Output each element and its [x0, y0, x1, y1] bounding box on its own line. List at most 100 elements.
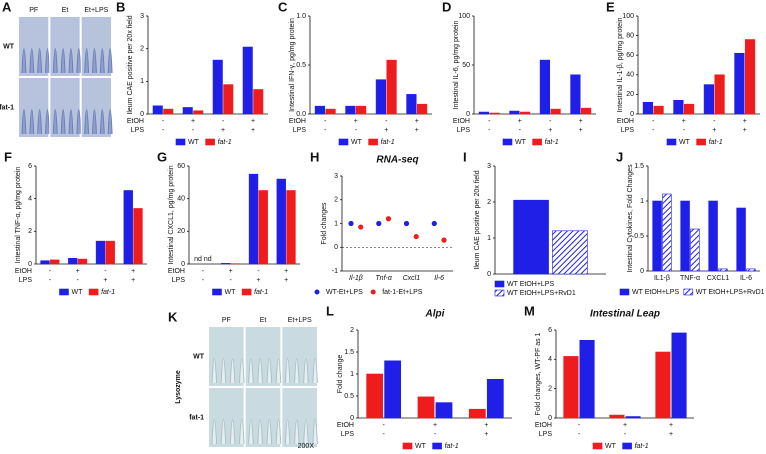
- villus: [294, 419, 300, 445]
- condition-mark: -: [578, 431, 581, 438]
- y-tick-label: 20: [177, 228, 185, 235]
- legend-swatch: [314, 289, 320, 295]
- bar: [673, 99, 684, 115]
- legend-label: WT EtOH+LPS: [632, 289, 679, 296]
- y-tick-label: 100: [458, 13, 470, 20]
- condition-mark: -: [324, 118, 327, 125]
- panel-label: L: [326, 303, 334, 318]
- bar: [744, 39, 756, 115]
- column-label: Et: [62, 7, 69, 14]
- y-tick-label: 6: [28, 163, 32, 170]
- condition-label: EtOH: [168, 268, 185, 275]
- bar: [655, 351, 671, 419]
- bar: [570, 74, 581, 115]
- condition-label: LPS: [19, 277, 33, 284]
- villus: [220, 358, 227, 384]
- bar: [519, 111, 531, 115]
- condition-mark: +: [743, 127, 747, 134]
- stain-label: Lysozyme: [175, 370, 182, 404]
- villus: [21, 48, 27, 74]
- bar: [652, 200, 662, 272]
- condition-mark: -: [713, 118, 716, 125]
- bar: [609, 414, 625, 419]
- y-tick-label: 40: [626, 72, 634, 79]
- y-tick-label: 0: [140, 111, 144, 118]
- x-tick-label: Il-1β: [349, 275, 363, 282]
- condition-mark: -: [104, 268, 107, 275]
- y-tick-label: 0: [28, 261, 32, 268]
- bar: [253, 89, 264, 115]
- row-label: fat-1: [0, 104, 14, 111]
- bar: [642, 101, 654, 115]
- condition-mark: -: [488, 118, 491, 125]
- condition-mark: +: [415, 118, 419, 125]
- villus: [211, 419, 218, 445]
- villus: [312, 419, 318, 445]
- condition-mark: +: [669, 422, 673, 429]
- bar: [703, 84, 715, 115]
- bar: [248, 173, 259, 265]
- villus: [257, 358, 263, 384]
- villus: [294, 358, 300, 384]
- villus: [211, 358, 218, 384]
- legend-label: WT: [679, 139, 691, 146]
- villus: [37, 48, 43, 74]
- villus: [37, 109, 43, 135]
- condition-mark: -: [49, 277, 52, 284]
- column-label: Et+LPS: [84, 7, 108, 14]
- bar: [286, 190, 296, 265]
- legend-swatch: [666, 138, 677, 146]
- legend-swatch: [402, 442, 413, 450]
- y-tick-label: 60: [177, 163, 185, 170]
- y-tick-label: 60: [626, 52, 634, 59]
- legend-swatch: [619, 288, 630, 296]
- condition-label: EtOH: [453, 118, 470, 125]
- y-tick-label: 4: [28, 196, 32, 203]
- bar: [489, 112, 500, 115]
- y-tick-label: 0: [334, 244, 338, 251]
- villus: [239, 358, 245, 384]
- row-label: fat-1: [189, 414, 204, 421]
- condition-mark: +: [256, 277, 260, 284]
- bar: [406, 94, 417, 115]
- villus: [275, 358, 282, 384]
- bar: [580, 107, 592, 115]
- condition-mark: -: [549, 118, 552, 125]
- condition-mark: +: [623, 422, 627, 429]
- bar: [662, 193, 672, 272]
- legend-swatch: [205, 138, 215, 146]
- panel-label: E: [606, 0, 615, 14]
- y-tick-label: 0.5: [344, 393, 354, 400]
- legend-swatch: [622, 442, 632, 450]
- legend-swatch: [212, 288, 222, 296]
- condition-mark: +: [131, 268, 135, 275]
- y-tick-label: 0: [548, 415, 552, 422]
- bar: [123, 190, 133, 265]
- villus: [52, 48, 58, 74]
- bar: [50, 259, 60, 265]
- bar: [435, 402, 453, 419]
- legend-swatch: [368, 138, 378, 146]
- annotation: nd: [204, 256, 212, 263]
- y-axis-label: Fold change: [337, 355, 344, 394]
- condition-label: EtOH: [15, 268, 32, 275]
- bar: [468, 408, 486, 419]
- y-axis-label: Fold changes: [321, 202, 328, 245]
- bar: [478, 111, 490, 115]
- bar: [182, 107, 193, 115]
- condition-mark: -: [257, 268, 260, 275]
- condition-mark: +: [251, 118, 255, 125]
- condition-mark: +: [251, 127, 255, 134]
- column-label: Et+LPS: [288, 317, 312, 324]
- panel-label: I: [463, 149, 467, 164]
- y-tick-label: 1.5: [634, 163, 644, 170]
- condition-mark: -: [519, 127, 522, 134]
- bar: [223, 84, 234, 115]
- legend-swatch: [88, 288, 99, 296]
- legend-swatch: [59, 288, 69, 296]
- condition-label: LPS: [621, 127, 635, 134]
- chart-title: Intestinal Leap: [590, 309, 660, 320]
- annotation: nd: [194, 256, 202, 263]
- bar: [68, 257, 78, 265]
